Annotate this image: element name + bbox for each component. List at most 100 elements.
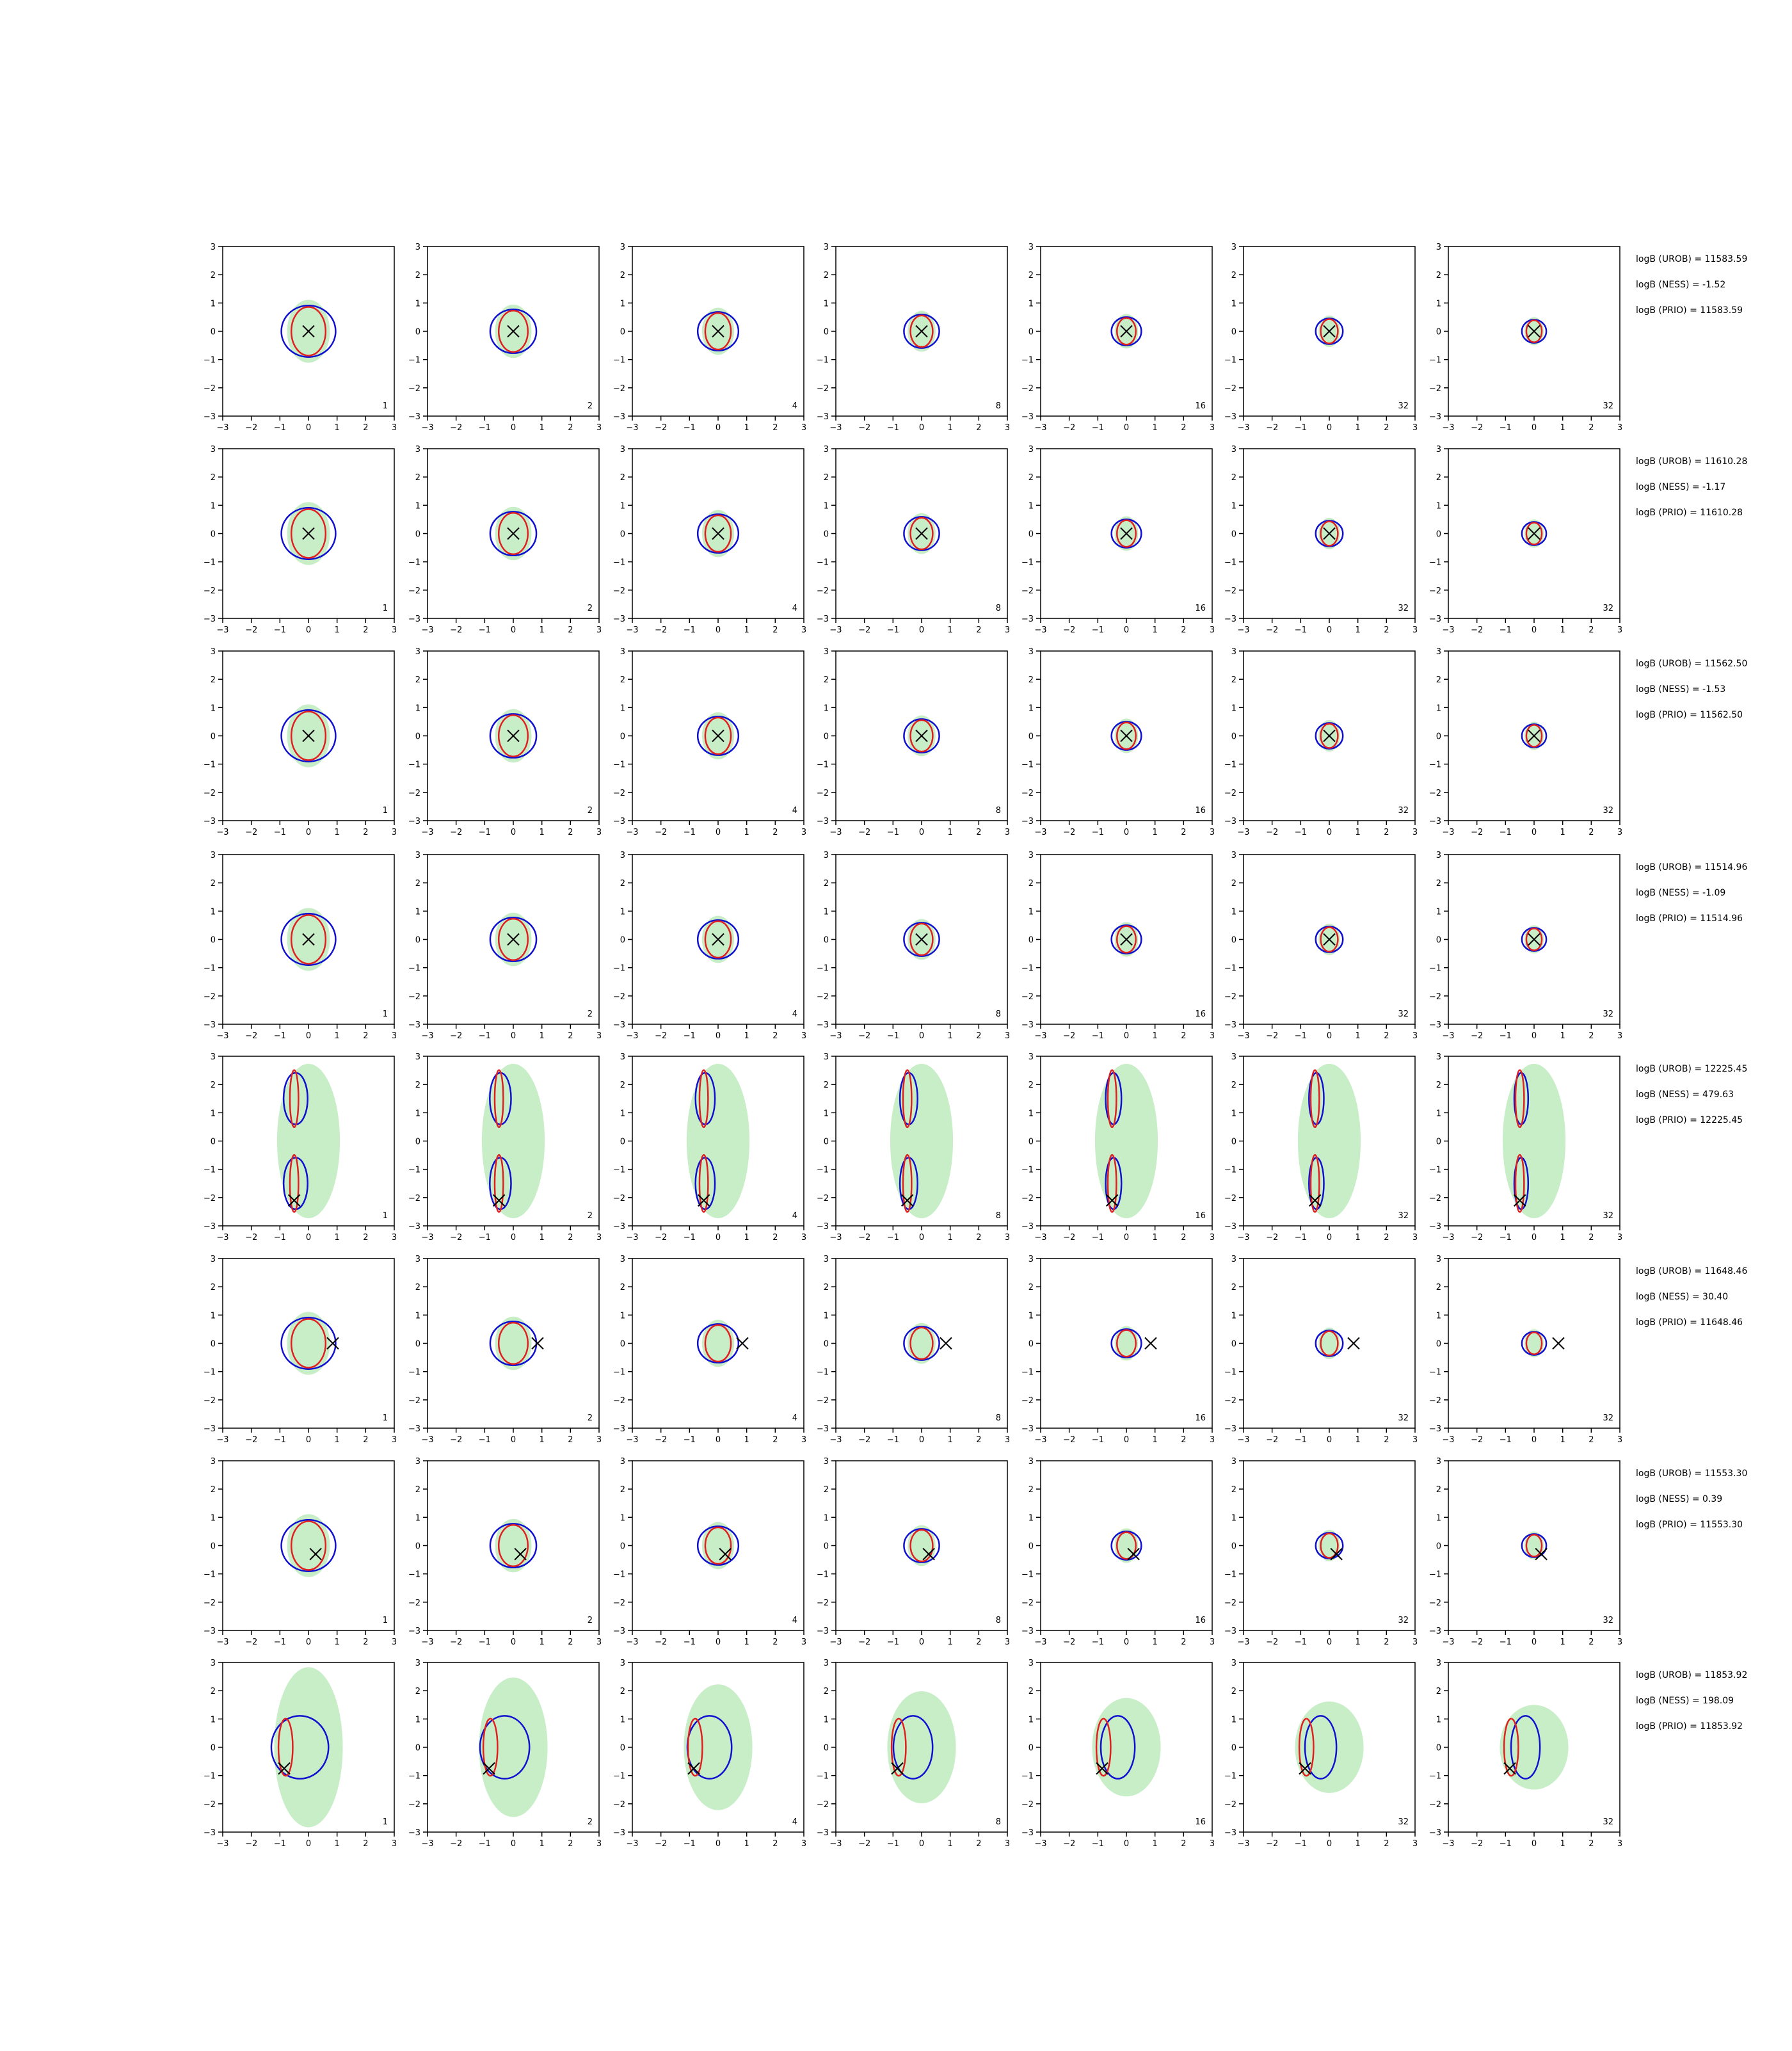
- contour-blue: [489, 1321, 538, 1366]
- y-tick-label: −2: [1429, 789, 1441, 798]
- y-tick-label: −3: [613, 1020, 625, 1030]
- panel: −3 −2 −1 0 1 2 3 −3 −2 −1 0 1 2 3 16: [1021, 1052, 1215, 1243]
- x-tick-label: 3: [801, 1637, 806, 1647]
- panel-label: 8: [996, 806, 1001, 816]
- marker: [1347, 1337, 1360, 1350]
- x-tick-label: 2: [568, 1637, 573, 1647]
- marker: [922, 1548, 935, 1561]
- y-tick-label: 0: [1231, 1340, 1236, 1349]
- x-tick-label: 0: [1532, 828, 1537, 837]
- contour-red: [1309, 1069, 1320, 1129]
- contour-red: [909, 719, 934, 753]
- x-tick-label: 2: [568, 1435, 573, 1445]
- x-tick-label: 1: [948, 1233, 953, 1243]
- marker: [712, 527, 724, 540]
- y-tick-label: −2: [1429, 1800, 1441, 1810]
- x-tick-label: −3: [216, 1031, 228, 1041]
- x-tick-label: 1: [540, 1031, 545, 1041]
- y-tick-label: −2: [613, 1598, 625, 1608]
- y-tick-label: 3: [824, 851, 829, 860]
- panel-label: 16: [1195, 1211, 1206, 1221]
- x-tick-label: −3: [1442, 1839, 1454, 1849]
- x-tick-label: −1: [1295, 1435, 1307, 1445]
- y-tick-label: 0: [211, 1744, 216, 1753]
- x-tick-label: −2: [1471, 1435, 1483, 1445]
- x-tick-label: 1: [540, 1435, 545, 1445]
- y-tick-label: 3: [1231, 243, 1236, 252]
- y-tick-label: −3: [204, 1222, 216, 1232]
- panel: −3 −2 −1 0 1 2 3 −3 −2 −1 0 1 2 3 8: [817, 1255, 1010, 1445]
- x-tick-label: 3: [596, 1233, 602, 1243]
- x-tick-label: −3: [626, 828, 638, 837]
- density-fill: [890, 1063, 954, 1219]
- panel: −3 −2 −1 0 1 2 3 −3 −2 −1 0 1 2 3 4: [613, 851, 806, 1041]
- y-tick-label: −1: [1224, 1772, 1236, 1782]
- y-tick-label: 0: [824, 936, 829, 945]
- y-tick-label: 2: [620, 1485, 625, 1495]
- x-tick-label: 1: [335, 1435, 340, 1445]
- x-tick-label: 3: [1412, 1435, 1418, 1445]
- marker: [1503, 1762, 1516, 1775]
- y-tick-label: −2: [1224, 1800, 1236, 1810]
- x-tick-label: 0: [716, 1435, 721, 1445]
- x-tick-label: 3: [1210, 1435, 1215, 1445]
- panel: −3 −2 −1 0 1 2 3 −3 −2 −1 0 1 2 3 8: [817, 243, 1010, 433]
- panel-label: 8: [996, 1413, 1001, 1423]
- y-tick-label: −3: [1429, 817, 1441, 826]
- y-tick-label: −2: [1224, 586, 1236, 596]
- y-tick-label: 1: [1436, 1715, 1441, 1725]
- y-tick-label: −3: [1021, 1627, 1034, 1636]
- y-tick-label: 2: [211, 1081, 216, 1090]
- y-tick-label: 2: [620, 879, 625, 889]
- y-tick-label: −3: [613, 1424, 625, 1434]
- y-tick-label: −1: [613, 1368, 625, 1378]
- y-tick-label: −2: [1021, 789, 1034, 798]
- density-fill: [1500, 1705, 1569, 1790]
- x-tick-label: −2: [1266, 828, 1278, 837]
- panel-label: 4: [792, 1616, 797, 1625]
- x-tick-label: −2: [1063, 1435, 1075, 1445]
- y-tick-label: 0: [1436, 1542, 1441, 1552]
- panel-label: 32: [1398, 806, 1409, 816]
- contour-blue: [696, 1323, 740, 1363]
- x-tick-label: 1: [744, 1637, 749, 1647]
- y-tick-label: 2: [1028, 271, 1034, 280]
- x-tick-label: 0: [1532, 1233, 1537, 1243]
- x-tick-label: 1: [540, 423, 545, 433]
- y-tick-label: 3: [1231, 851, 1236, 860]
- y-tick-label: 1: [1231, 1715, 1236, 1725]
- y-tick-label: −1: [1429, 1570, 1441, 1580]
- contour-red: [1320, 1330, 1339, 1356]
- y-tick-label: 0: [1231, 732, 1236, 742]
- y-tick-label: −2: [613, 1800, 625, 1810]
- x-tick-label: −2: [1063, 828, 1075, 837]
- x-tick-label: 1: [540, 1839, 545, 1849]
- y-tick-label: 0: [620, 328, 625, 337]
- y-tick-label: 0: [211, 1340, 216, 1349]
- annotation: logB (UROB) = 11553.30: [1636, 1468, 1747, 1479]
- y-tick-label: −2: [1021, 586, 1034, 596]
- y-tick-label: 3: [1436, 445, 1441, 454]
- panel: −3 −2 −1 0 1 2 3 −3 −2 −1 0 1 2 3 8: [817, 1659, 1010, 1849]
- x-tick-label: 1: [948, 1637, 953, 1647]
- contour-red: [1503, 1717, 1519, 1777]
- x-tick-label: 2: [1181, 625, 1186, 635]
- x-tick-label: −1: [479, 1031, 491, 1041]
- marker: [326, 1337, 339, 1350]
- y-tick-label: −2: [408, 992, 420, 1002]
- x-tick-label: 0: [919, 1637, 924, 1647]
- panel: −3 −2 −1 0 1 2 3 −3 −2 −1 0 1 2 3 2: [408, 1457, 602, 1647]
- x-tick-label: −1: [1500, 1839, 1512, 1849]
- panel: −3 −2 −1 0 1 2 3 −3 −2 −1 0 1 2 3 2: [408, 851, 602, 1041]
- y-tick-label: −2: [817, 1800, 829, 1810]
- panel: −3 −2 −1 0 1 2 3 −3 −2 −1 0 1 2 3 1: [204, 851, 397, 1041]
- x-tick-label: −3: [829, 625, 842, 635]
- contour-red: [1116, 317, 1137, 346]
- y-tick-label: 2: [211, 1283, 216, 1292]
- x-tick-label: −3: [626, 1031, 638, 1041]
- x-tick-label: 2: [976, 625, 981, 635]
- x-tick-label: 0: [716, 1839, 721, 1849]
- marker: [900, 1194, 914, 1207]
- y-tick-label: 0: [1436, 1138, 1441, 1147]
- marker: [1144, 1337, 1157, 1350]
